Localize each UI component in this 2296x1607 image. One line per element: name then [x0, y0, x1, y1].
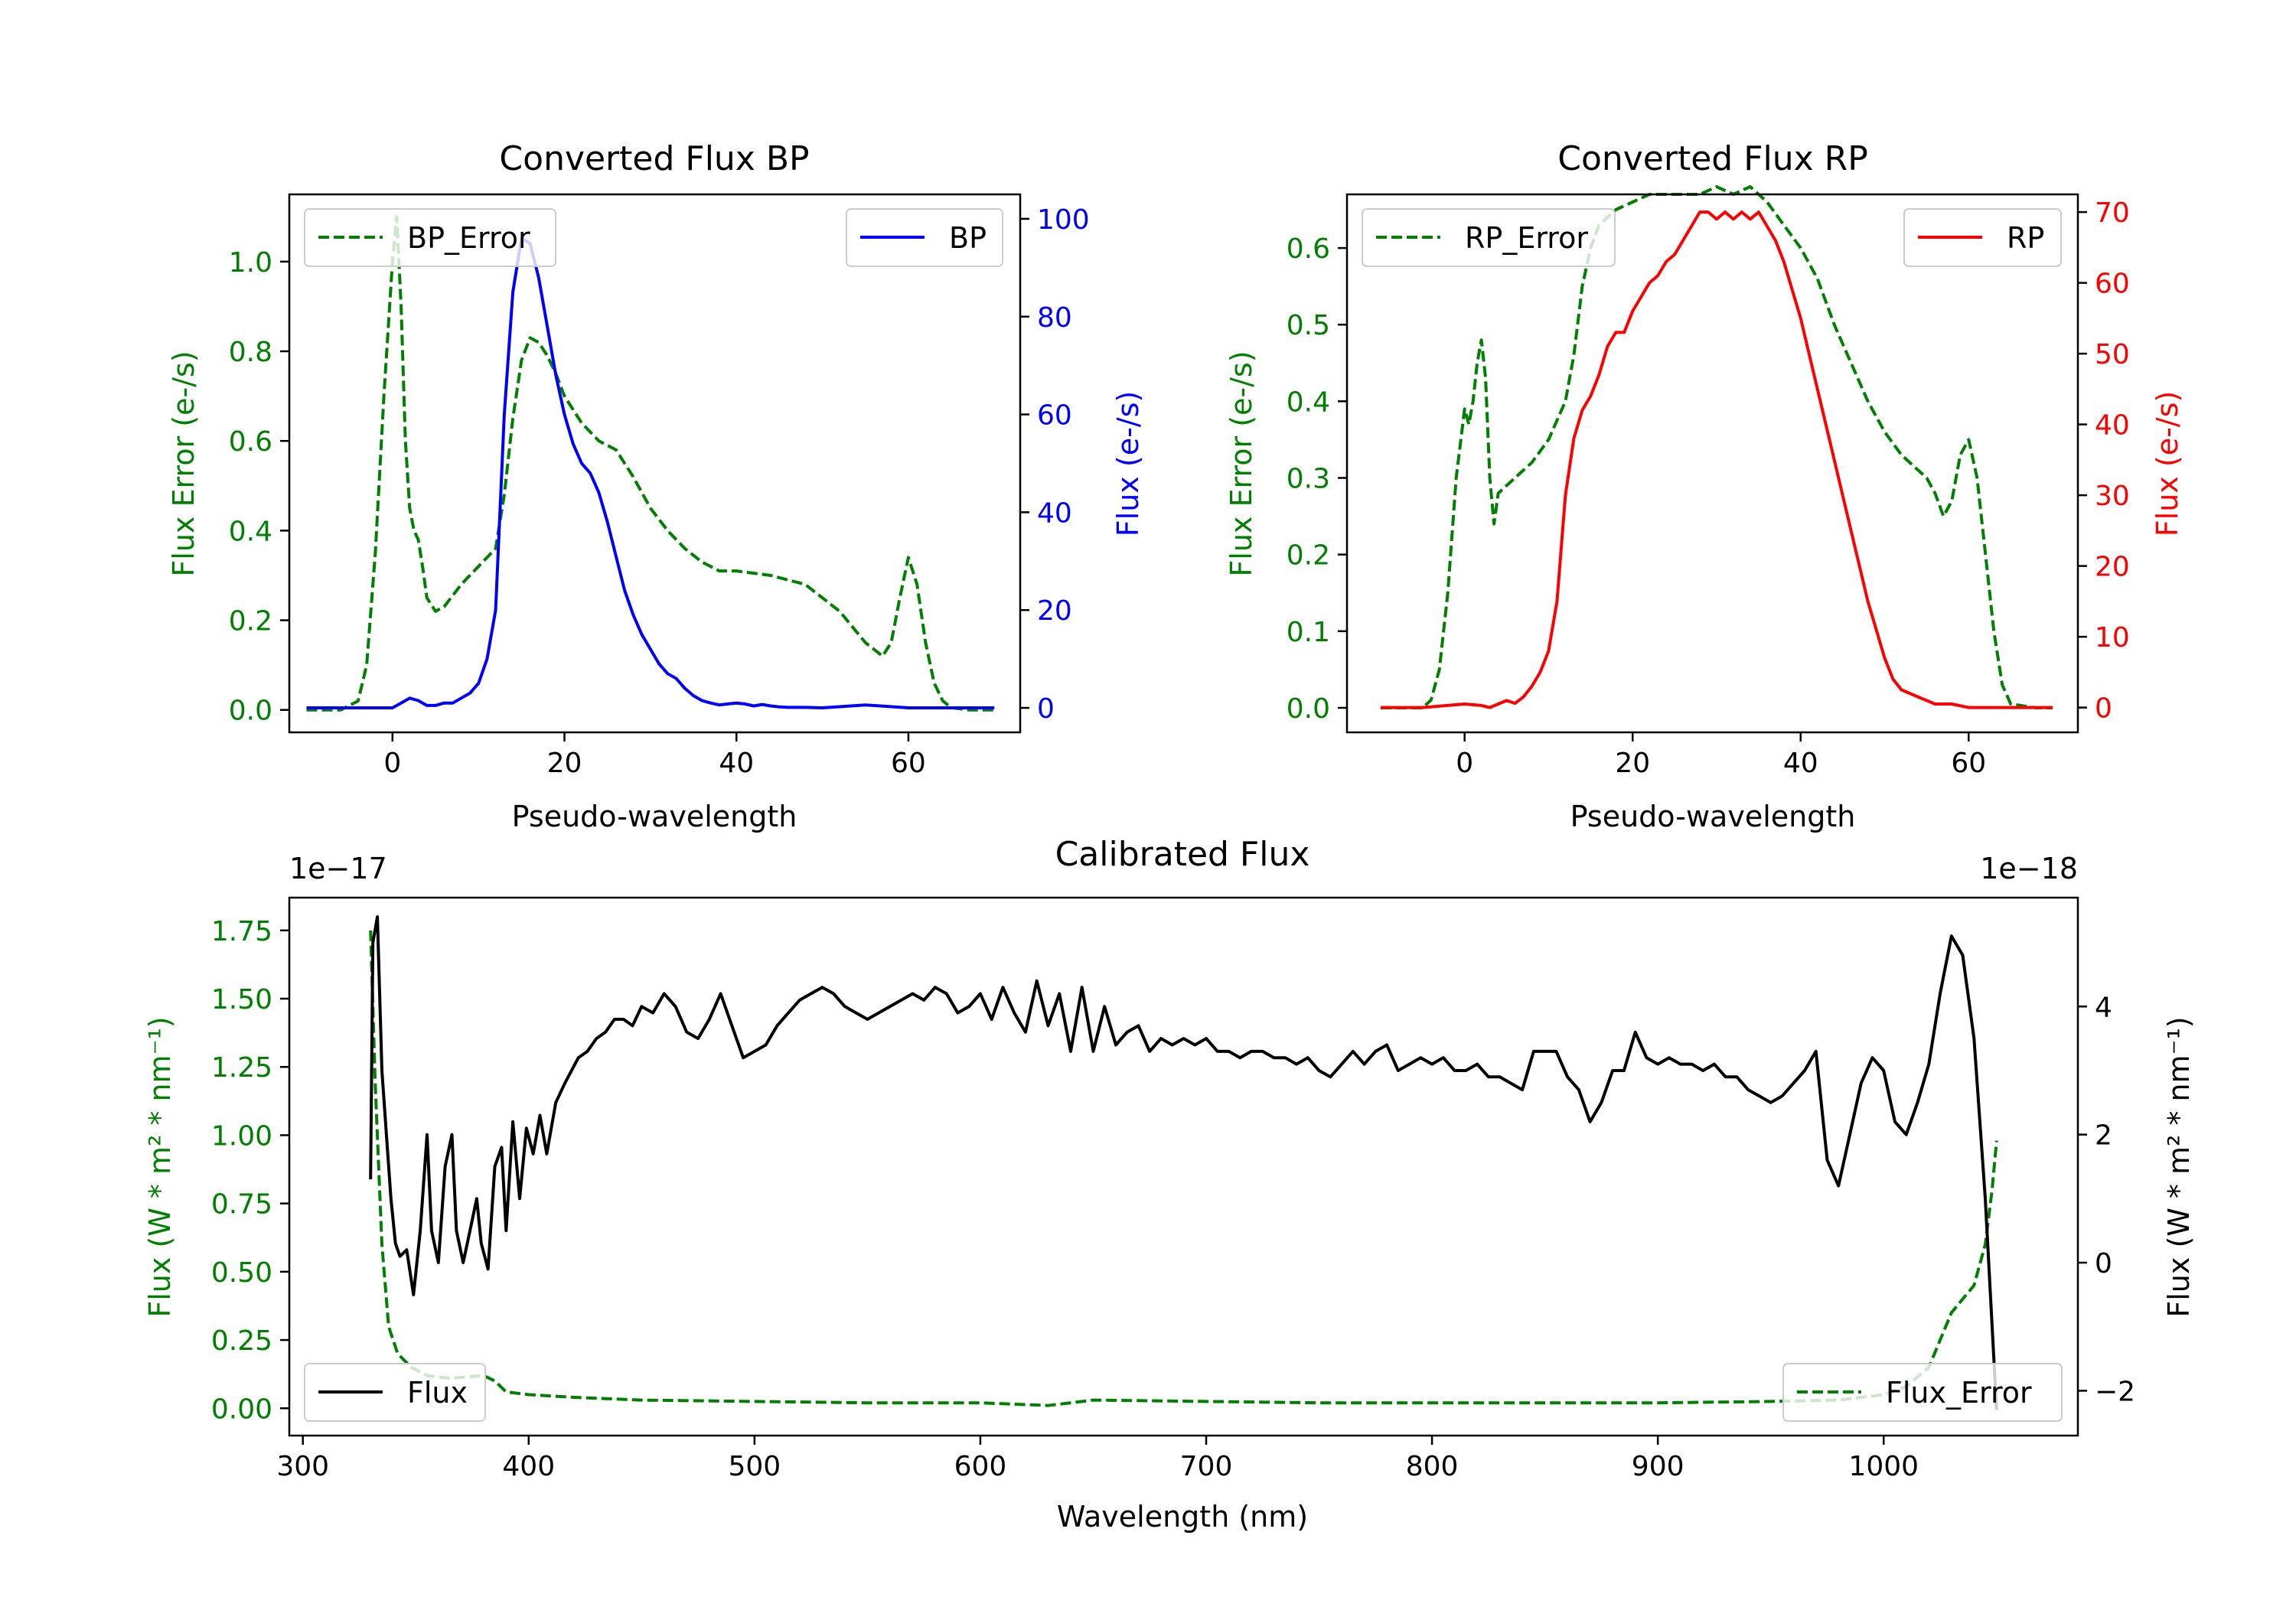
cal-series-flux	[369, 915, 1998, 1410]
cal-x-tick-label: 300	[276, 1451, 329, 1482]
cal-flux-legend-label: Flux	[407, 1376, 468, 1410]
rp-title: Converted Flux RP	[1557, 139, 1868, 178]
cal-x-tick-label: 500	[728, 1451, 781, 1482]
cal-error-legend-label: Flux_Error	[1886, 1376, 2032, 1410]
bp-right-y-tick-label: 20	[1037, 595, 1072, 627]
bp-left-y-tick-label: 0.2	[229, 606, 272, 637]
cal-x-tick-label: 400	[502, 1451, 555, 1482]
bp-x-tick-label: 40	[719, 748, 754, 779]
rp-left-y-tick-label: 0.0	[1287, 693, 1330, 725]
rp-left-y-tick-label: 0.1	[1287, 617, 1330, 648]
rp-right-y-tick-label: 20	[2095, 552, 2130, 583]
bp-right-y-tick-label: 40	[1037, 497, 1072, 529]
bp-left-y-tick-label: 1.0	[229, 247, 272, 279]
bp-legend-right: BP	[846, 208, 1003, 267]
rp-left-y-tick-label: 0.6	[1287, 233, 1330, 265]
bp-right-y-tick-label: 80	[1037, 302, 1072, 334]
rp-legend-right: RP	[1903, 208, 2062, 267]
bp-left-y-tick-label: 0.8	[229, 337, 272, 368]
rp-x-tick-label: 0	[1456, 748, 1473, 779]
cal-left-y-tick-label: 1.50	[211, 984, 272, 1015]
cal-left-y-tick-label: 1.00	[211, 1120, 272, 1152]
cal-x-tick-label: 800	[1406, 1451, 1459, 1482]
rp-left-axis-label: Flux Error (e-/s)	[1225, 350, 1258, 576]
bp-x-tick-label: 20	[547, 748, 582, 779]
rp-left-y-tick-label: 0.4	[1287, 386, 1330, 418]
rp-right-y-tick-label: 70	[2095, 197, 2130, 229]
cal-legend-left: Flux	[304, 1363, 486, 1422]
bp-error-legend-label: BP_Error	[407, 221, 530, 255]
bp-right-y-tick-label: 100	[1037, 204, 1090, 236]
rp-x-axis-label: Pseudo-wavelength	[1570, 800, 1856, 833]
cal-left-y-tick-label: 0.00	[211, 1393, 272, 1425]
cal-axes-frame	[288, 896, 2079, 1437]
bp-legend-left: BP_Error	[304, 208, 556, 267]
bp-x-tick-label: 60	[891, 748, 926, 779]
rp-right-y-tick-label: 50	[2095, 339, 2130, 370]
rp-right-y-tick-label: 0	[2095, 693, 2112, 725]
bp-axes-frame	[288, 193, 1022, 734]
rp-left-y-tick-label: 0.5	[1287, 310, 1330, 341]
cal-x-axis-label: Wavelength (nm)	[1057, 1500, 1308, 1534]
rp-left-y-tick-label: 0.2	[1287, 540, 1330, 572]
rp-right-axis-label: Flux (e-/s)	[2151, 391, 2184, 536]
cal-x-tick-label: 700	[1180, 1451, 1233, 1482]
cal-right-y-tick-label: 0	[2095, 1248, 2112, 1279]
bp-x-axis-label: Pseudo-wavelength	[512, 800, 797, 833]
bp-left-y-tick-label: 0.6	[229, 426, 272, 458]
rp-left-y-tick-label: 0.3	[1287, 464, 1330, 495]
bp-title: Converted Flux BP	[499, 139, 809, 178]
rp-right-y-tick-label: 10	[2095, 622, 2130, 654]
cal-x-tick-label: 900	[1632, 1451, 1684, 1482]
cal-left-y-tick-label: 0.75	[211, 1189, 272, 1221]
rp-x-tick-label: 20	[1615, 748, 1650, 779]
bp-panel: Converted Flux BP 0 20 40 60 0.0 0.2 0.4 0.6 0.8…	[167, 139, 1145, 833]
bp-left-axis-label: Flux Error (e-/s)	[167, 350, 201, 576]
bp-left-y-tick-label: 0.0	[229, 696, 272, 727]
cal-left-axis-label: Flux (W * m² * nm⁻¹)	[143, 1016, 177, 1317]
rp-right-y-tick-label: 60	[2095, 269, 2130, 300]
rp-x-tick-label: 40	[1783, 748, 1818, 779]
cal-legend-right: Flux_Error	[1782, 1363, 2063, 1422]
cal-right-axis-label: Flux (W * m² * nm⁻¹)	[2162, 1016, 2196, 1317]
rp-right-y-tick-label: 30	[2095, 481, 2130, 512]
bp-flux-legend-label: BP	[949, 221, 987, 255]
cal-right-y-tick-label: 2	[2095, 1120, 2112, 1152]
cal-title: Calibrated Flux	[1055, 835, 1310, 874]
bp-right-axis-label: Flux (e-/s)	[1111, 391, 1145, 536]
bp-right-y-tick-label: 0	[1037, 693, 1055, 725]
bp-plot-area: 0 20 40 60 0.0 0.2 0.4 0.6 0.8 1.0 0 20 40 60 80 100	[229, 204, 1090, 779]
rp-error-legend-label: RP_Error	[1465, 221, 1588, 255]
cal-left-y-tick-label: 1.25	[211, 1052, 272, 1084]
rp-right-y-tick-label: 40	[2095, 410, 2130, 442]
bp-right-y-tick-label: 60	[1037, 400, 1072, 432]
cal-right-y-tick-label: 4	[2095, 992, 2112, 1023]
rp-legend-left: RP_Error	[1362, 208, 1616, 267]
rp-flux-legend-label: RP	[2007, 221, 2044, 255]
rp-axes-frame	[1345, 193, 2079, 734]
cal-panel: Calibrated Flux 1e−17 1e−18 300 400 500 600…	[143, 835, 2196, 1534]
cal-left-offset: 1e−17	[289, 852, 387, 885]
bp-series-bp	[306, 236, 995, 709]
rp-plot-area: 0 20 40 60 0.0 0.1 0.2 0.3 0.4 0.5 0.6 0 10 20 30 40 50 6…	[1287, 185, 2130, 779]
rp-panel: Converted Flux RP 0 20 40 60 0.0 0.1 0.2 0.3 0.4…	[1225, 139, 2184, 833]
cal-right-y-tick-label: −2	[2095, 1376, 2135, 1407]
rp-series-rp	[1380, 210, 2053, 709]
cal-left-y-tick-label: 0.25	[211, 1325, 272, 1357]
bp-x-tick-label: 0	[383, 748, 401, 779]
cal-x-tick-label: 600	[954, 1451, 1007, 1482]
cal-right-offset: 1e−18	[1980, 852, 2078, 885]
rp-x-tick-label: 60	[1951, 748, 1986, 779]
cal-left-y-tick-label: 1.75	[211, 916, 272, 947]
cal-left-y-tick-label: 0.50	[211, 1257, 272, 1289]
bp-left-y-tick-label: 0.4	[229, 516, 272, 547]
cal-x-tick-label: 1000	[1848, 1451, 1919, 1482]
